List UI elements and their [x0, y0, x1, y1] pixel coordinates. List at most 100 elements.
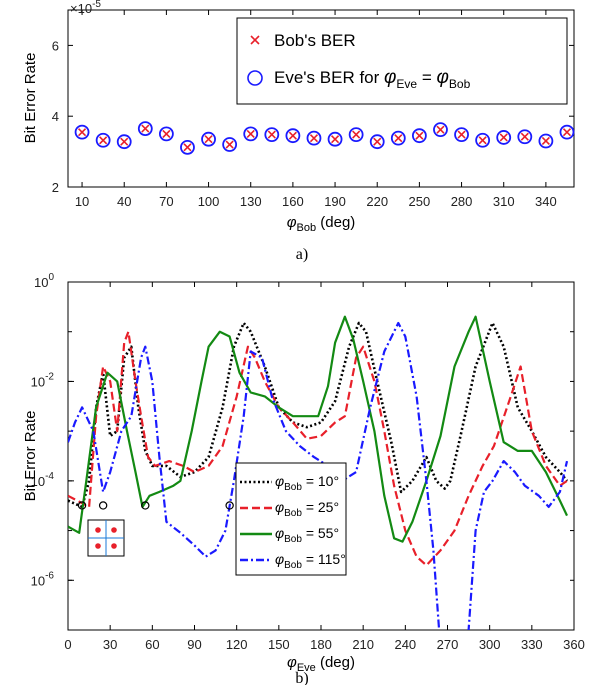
bob-ber-point	[99, 136, 108, 145]
eve-ber-point	[496, 130, 512, 145]
bob-ber-point	[415, 131, 424, 140]
chart-a-x-ticks: 10 40 70 100 130 160 190 220 250 280 310 340	[75, 10, 557, 209]
eve-ber-point	[369, 134, 385, 150]
chart-a-points	[74, 121, 575, 155]
constellation-dot	[111, 543, 117, 549]
x-tick-label: 310	[493, 194, 515, 209]
legend-circle-marker	[247, 70, 263, 86]
x-tick-label: 190	[324, 194, 346, 209]
x-tick-label: 120	[226, 637, 248, 652]
chart-b-ylabel: Bit Error Rate	[22, 411, 39, 502]
y-tick-label: 4	[52, 109, 59, 124]
y-tick-label: 6	[52, 38, 59, 53]
chart-b: 0 30 60 90 120 150 180 210 240 270 300 330 360 10010…	[22, 272, 585, 685]
eve-ber-point	[264, 127, 280, 143]
start-marker	[141, 501, 150, 510]
eve-ber-point	[454, 127, 469, 143]
bob-ber-point	[162, 129, 171, 138]
eve-ber-point	[306, 130, 322, 146]
bob-ber-point	[309, 134, 319, 143]
y-tick-label: 10-2	[31, 371, 55, 389]
chart-a-legend: Bob's BER Eve's BER for φEve = φBob	[236, 17, 568, 105]
y-tick-label: 10-6	[31, 570, 55, 588]
chart-b-start-markers	[77, 501, 234, 510]
constellation-dot	[95, 543, 101, 549]
x-tick-label: 150	[268, 637, 290, 652]
bob-ber-point	[183, 143, 192, 152]
eve-ber-point	[74, 124, 90, 140]
bob-ber-point	[204, 135, 213, 144]
x-tick-label: 10	[75, 194, 89, 209]
eve-ber-point	[201, 131, 216, 147]
chart-a-ylabel: Bit Error Rate	[22, 53, 39, 144]
legend-label-115: φBob = 115°	[275, 551, 346, 571]
chart-b-x-ticks: 0 30 60 90 120 150 180 210 240 270 300 330 360	[64, 282, 585, 652]
eve-ber-point	[137, 121, 153, 136]
x-tick-label: 40	[117, 194, 131, 209]
start-marker	[225, 501, 234, 510]
legend-label-bob: Bob's BER	[274, 31, 356, 50]
bob-ber-point	[77, 128, 87, 137]
chart-b-lines	[68, 315, 569, 630]
legend-label-eve: Eve's BER for φEve = φBob	[274, 67, 471, 91]
x-tick-label: 280	[451, 194, 473, 209]
y-tick-label: 10-4	[31, 471, 55, 489]
y-tick-label: 2	[52, 180, 59, 195]
eve-ber-point	[390, 130, 406, 146]
eve-ber-point	[158, 126, 174, 142]
eve-ber-point	[95, 132, 111, 148]
x-tick-label: 220	[366, 194, 388, 209]
constellation-dot	[111, 527, 117, 533]
eve-ber-point	[538, 133, 554, 149]
bob-ber-point	[373, 137, 382, 146]
bob-ber-point	[499, 133, 508, 142]
chart-b-xlabel: φEve (deg)	[287, 654, 355, 674]
bob-ber-point	[141, 124, 150, 133]
bob-ber-point	[246, 129, 255, 138]
bob-ber-point	[120, 137, 129, 146]
chart-a-exponent-label: ×10-5	[70, 0, 101, 16]
chart-b-caption: b)	[295, 670, 308, 685]
series-line-2	[68, 315, 568, 543]
x-tick-label: 340	[535, 194, 557, 209]
legend-label-10: φBob = 10°	[275, 473, 339, 493]
bob-ber-point	[288, 131, 297, 140]
eve-ber-point	[433, 122, 448, 138]
eve-ber-point	[348, 127, 364, 143]
chart-b-plot-area	[67, 281, 575, 631]
start-marker	[98, 501, 108, 510]
series-line-0	[68, 321, 569, 509]
legend-x-marker	[250, 35, 260, 45]
x-tick-label: 360	[563, 637, 585, 652]
bob-ber-point	[457, 130, 466, 139]
x-tick-label: 250	[409, 194, 431, 209]
eve-ber-point	[327, 131, 343, 147]
x-tick-label: 60	[145, 637, 159, 652]
chart-a: 10 40 70 100 130 160 190 220 250 280 310 340 2 4 6 ×1…	[22, 0, 575, 263]
chart-a-caption: a)	[296, 246, 308, 263]
legend-label-25: φBob = 25°	[275, 499, 339, 519]
eve-ber-point	[243, 126, 259, 142]
bob-ber-point	[330, 135, 340, 144]
chart-a-legend-box	[236, 17, 568, 105]
x-tick-label: 240	[394, 637, 416, 652]
eve-ber-point	[222, 137, 238, 152]
x-tick-label: 180	[310, 637, 332, 652]
constellation-dot	[95, 527, 101, 533]
bob-ber-point	[541, 136, 550, 146]
bob-ber-point	[520, 132, 529, 141]
bob-ber-point	[478, 136, 487, 145]
chart-a-xlabel: φBob (deg)	[287, 214, 356, 234]
eve-ber-point	[517, 129, 533, 145]
x-tick-label: 100	[198, 194, 220, 209]
eve-ber-point	[559, 124, 575, 140]
x-tick-label: 270	[437, 637, 459, 652]
constellation-inset	[87, 519, 125, 557]
series-line-1	[68, 330, 568, 567]
y-tick-label: 100	[34, 272, 54, 290]
x-tick-label: 330	[521, 637, 543, 652]
bob-ber-point	[352, 130, 361, 139]
eve-ber-point	[475, 132, 491, 148]
x-tick-label: 300	[479, 637, 501, 652]
